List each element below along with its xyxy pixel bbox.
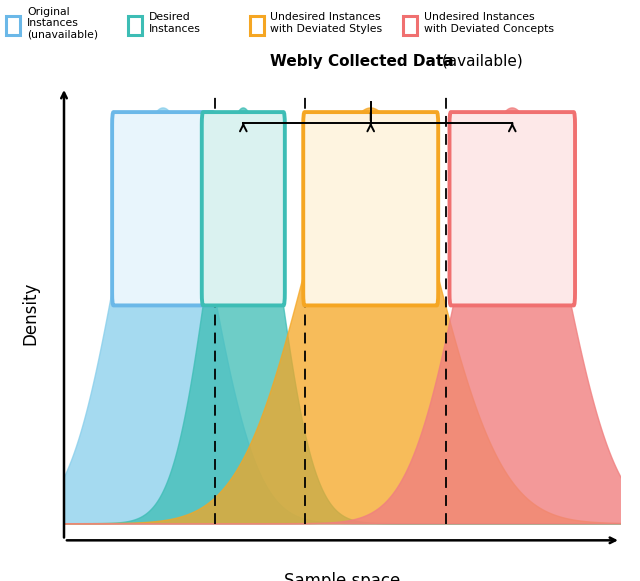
FancyBboxPatch shape — [250, 16, 264, 35]
Text: Desired
Instances: Desired Instances — [148, 12, 200, 34]
FancyBboxPatch shape — [303, 112, 438, 306]
FancyBboxPatch shape — [449, 112, 575, 306]
Text: Undesired Instances
with Deviated Styles: Undesired Instances with Deviated Styles — [270, 12, 382, 34]
FancyBboxPatch shape — [202, 112, 285, 306]
FancyBboxPatch shape — [128, 16, 142, 35]
FancyBboxPatch shape — [403, 16, 417, 35]
FancyBboxPatch shape — [6, 16, 20, 35]
Text: Webly Collected Data: Webly Collected Data — [270, 53, 453, 69]
Text: Original
Instances
(unavailable): Original Instances (unavailable) — [27, 6, 98, 40]
Text: Density: Density — [22, 282, 40, 346]
Text: Sample space: Sample space — [284, 572, 401, 581]
Text: Undesired Instances
with Deviated Concepts: Undesired Instances with Deviated Concep… — [424, 12, 554, 34]
FancyBboxPatch shape — [112, 112, 214, 306]
Text: (available): (available) — [437, 53, 523, 69]
